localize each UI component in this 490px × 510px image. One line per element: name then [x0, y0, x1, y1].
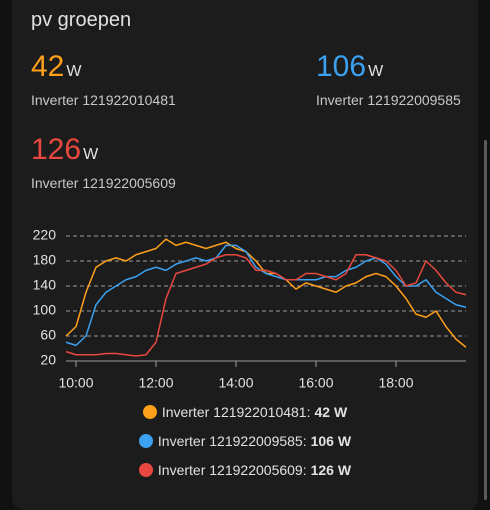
- y-tick-label: 100: [33, 302, 57, 318]
- x-tick-label: 10:00: [58, 375, 93, 391]
- entity-value: 106: [316, 50, 367, 83]
- series-line: [65, 244, 467, 347]
- entity-state: 42 W: [31, 50, 176, 84]
- entity: 126 W Inverter 121922005609: [31, 133, 176, 191]
- x-tick-label: 12:00: [138, 375, 173, 391]
- legend-state: 42 W: [314, 404, 348, 420]
- entity-state: 126 W: [31, 133, 176, 167]
- legend-swatch: [142, 405, 157, 419]
- entity-name: Inverter 121922010481: [31, 92, 176, 108]
- legend-label: Inverter 121922010481:: [161, 404, 311, 420]
- x-tick-label: 16:00: [298, 375, 333, 391]
- y-tick-label: 180: [33, 252, 57, 268]
- legend-label: Inverter 121922009585:: [157, 433, 307, 449]
- entity-unit: W: [83, 146, 99, 163]
- entity: 42 W Inverter 121922010481: [31, 50, 176, 108]
- legend-swatch: [138, 434, 153, 448]
- x-tick-label: 14:00: [218, 375, 253, 391]
- legend-state: 106 W: [310, 433, 352, 449]
- entity-unit: W: [368, 63, 384, 80]
- y-tick-label: 220: [33, 227, 57, 243]
- card-title: pv groepen: [31, 9, 132, 31]
- entity-state: 106 W: [316, 50, 461, 84]
- entity-name: Inverter 121922009585: [316, 92, 461, 108]
- series-line: [65, 254, 467, 357]
- legend-item: Inverter 121922005609: 126 W: [12, 462, 478, 478]
- entity-value: 126: [31, 133, 82, 166]
- y-tick-label: 140: [33, 277, 57, 293]
- legend-swatch: [138, 463, 153, 477]
- y-tick-label: 60: [40, 327, 56, 343]
- legend-item: Inverter 121922009585: 106 W: [12, 433, 478, 449]
- scrollbar: [484, 140, 487, 500]
- entity-value: 42: [31, 50, 65, 83]
- legend-label: Inverter 121922005609:: [157, 462, 307, 478]
- series-line: [65, 238, 467, 348]
- entity: 106 W Inverter 121922009585: [316, 50, 461, 108]
- y-tick-label: 20: [40, 352, 56, 368]
- entity-unit: W: [66, 63, 82, 80]
- legend-item: Inverter 121922010481: 42 W: [12, 404, 478, 420]
- x-tick-label: 18:00: [378, 375, 413, 391]
- legend-state: 126 W: [310, 462, 352, 478]
- card: [12, 0, 478, 510]
- entity-name: Inverter 121922005609: [31, 175, 176, 191]
